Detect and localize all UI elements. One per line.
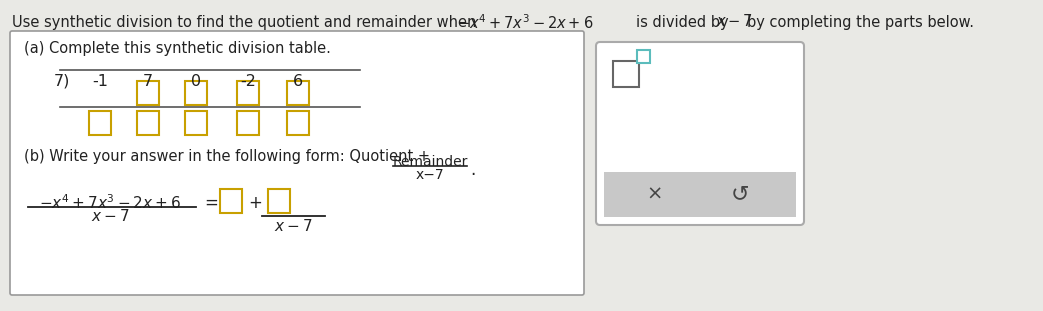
Text: $x - 7$: $x - 7$ xyxy=(274,218,313,234)
Text: .: . xyxy=(470,161,476,179)
Bar xyxy=(137,111,159,135)
Text: -1: -1 xyxy=(92,74,108,89)
Bar xyxy=(637,50,650,63)
Bar xyxy=(185,81,207,105)
Text: $-x^4 + 7x^3 - 2x + 6$: $-x^4 + 7x^3 - 2x + 6$ xyxy=(39,193,181,212)
Text: by completing the parts below.: by completing the parts below. xyxy=(747,15,974,30)
Text: Remainder: Remainder xyxy=(392,155,467,169)
Text: $x - 7$: $x - 7$ xyxy=(91,208,129,224)
Text: 7): 7) xyxy=(54,74,70,89)
Bar xyxy=(89,111,111,135)
Text: x−7: x−7 xyxy=(416,168,444,182)
FancyBboxPatch shape xyxy=(596,42,804,225)
Text: (b) Write your answer in the following form: Quotient +: (b) Write your answer in the following f… xyxy=(24,149,430,164)
Text: $x-7$: $x-7$ xyxy=(715,13,753,29)
Bar xyxy=(604,172,796,217)
Text: +: + xyxy=(248,194,262,212)
Text: -2: -2 xyxy=(240,74,256,89)
Bar xyxy=(220,189,242,213)
Text: ↺: ↺ xyxy=(731,184,749,205)
Text: 7: 7 xyxy=(143,74,153,89)
Bar xyxy=(613,61,639,87)
Text: Use synthetic division to find the quotient and remainder when: Use synthetic division to find the quoti… xyxy=(13,15,477,30)
Bar xyxy=(237,81,259,105)
Text: 0: 0 xyxy=(191,74,201,89)
Bar xyxy=(268,189,290,213)
Text: (a) Complete this synthetic division table.: (a) Complete this synthetic division tab… xyxy=(24,41,331,56)
Bar xyxy=(237,111,259,135)
Text: is divided by: is divided by xyxy=(636,15,729,30)
FancyBboxPatch shape xyxy=(10,31,584,295)
Bar xyxy=(185,111,207,135)
Bar xyxy=(287,111,309,135)
Bar xyxy=(287,81,309,105)
Text: =: = xyxy=(204,194,218,212)
Text: $-x^{4} + 7x^{3} - 2x + 6$: $-x^{4} + 7x^{3} - 2x + 6$ xyxy=(457,13,593,32)
Text: 6: 6 xyxy=(293,74,304,89)
Text: ×: × xyxy=(647,185,663,204)
Bar xyxy=(137,81,159,105)
